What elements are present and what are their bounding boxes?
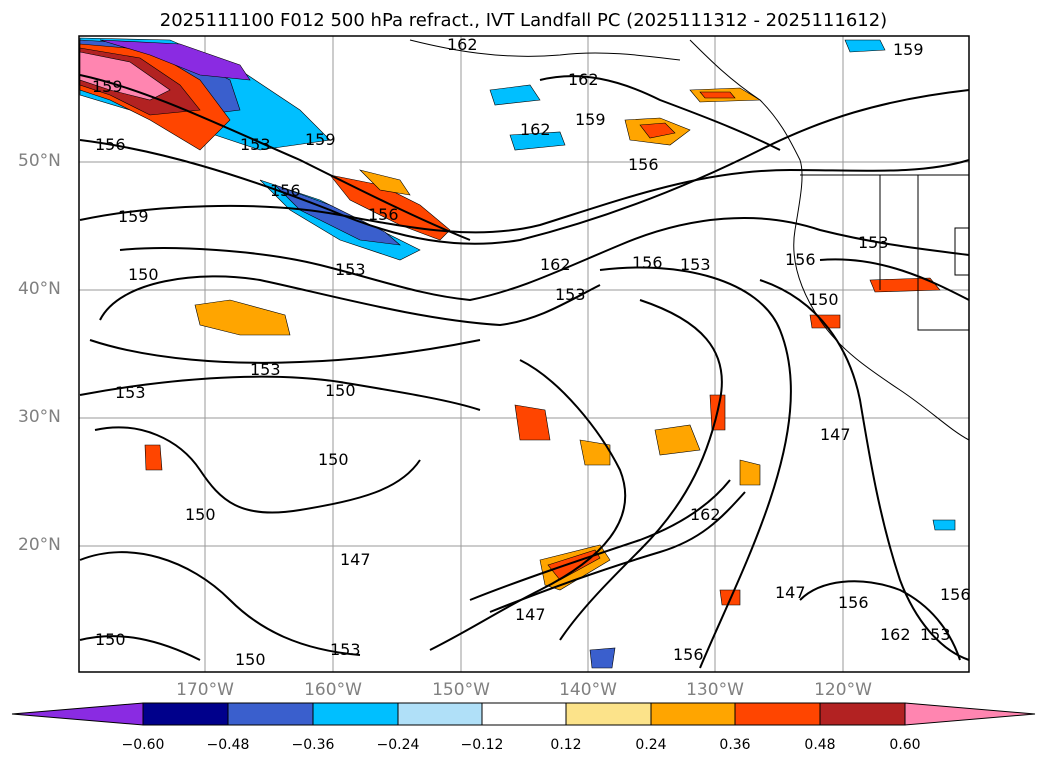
contour-label: 150 bbox=[318, 450, 349, 469]
contour-label: 150 bbox=[808, 290, 839, 309]
lat-label-50n: 50°N bbox=[18, 151, 61, 171]
contour-label: 153 bbox=[680, 255, 711, 274]
plot-border bbox=[78, 35, 970, 673]
contour-label: 156 bbox=[940, 585, 971, 604]
map-title: 2025111100 F012 500 hPa refract., IVT La… bbox=[159, 10, 888, 31]
contour-label: 147 bbox=[775, 583, 806, 602]
contour-label: 150 bbox=[128, 265, 159, 284]
lon-label-130w: 130°W bbox=[686, 680, 744, 700]
lon-label-170w: 170°W bbox=[176, 680, 234, 700]
contour-label: 153 bbox=[858, 233, 889, 252]
lon-label-160w: 160°W bbox=[304, 680, 362, 700]
contour-label: 153 bbox=[335, 260, 366, 279]
contour-label: 150 bbox=[325, 381, 356, 400]
contour-label: 162 bbox=[690, 505, 721, 524]
contour-label: 159 bbox=[575, 110, 606, 129]
contour-label: 153 bbox=[555, 285, 586, 304]
lon-label-150w: 150°W bbox=[432, 680, 490, 700]
contour-label: 156 bbox=[95, 135, 126, 154]
coastlines bbox=[409, 39, 970, 441]
contour-label: 153 bbox=[920, 625, 951, 644]
lat-label-20n: 20°N bbox=[18, 535, 61, 555]
contour-label: 156 bbox=[673, 645, 704, 664]
colorbar-tick: 0.24 bbox=[635, 737, 667, 753]
contour-label: 153 bbox=[330, 640, 361, 659]
contour-label: 156 bbox=[270, 181, 301, 200]
contour-label: 162 bbox=[880, 625, 911, 644]
contour-label: 147 bbox=[340, 550, 371, 569]
contour-label: 150 bbox=[185, 505, 216, 524]
colorbar-tick: −0.48 bbox=[206, 737, 250, 753]
contour-label: 159 bbox=[893, 40, 924, 59]
contour-label: 147 bbox=[820, 425, 851, 444]
contour-label: 162 bbox=[520, 120, 551, 139]
contour-lines bbox=[79, 74, 970, 669]
contour-label: 153 bbox=[250, 360, 281, 379]
colorbar-tick: 0.60 bbox=[889, 737, 921, 753]
contour-label: 153 bbox=[115, 383, 146, 402]
contour-label: 162 bbox=[540, 255, 571, 274]
contour-label-group: 159 156 159 150 156 156 153 153 150 153 … bbox=[92, 35, 971, 669]
colorbar-tick: −0.36 bbox=[291, 737, 335, 753]
contour-label: 150 bbox=[95, 630, 126, 649]
colorbar-tick: 0.36 bbox=[719, 737, 751, 753]
colorbar-tick: −0.12 bbox=[460, 737, 504, 753]
contour-label: 153 bbox=[240, 135, 271, 154]
colorbar-tick: −0.60 bbox=[121, 737, 165, 753]
contour-label: 159 bbox=[305, 130, 336, 149]
lat-label-40n: 40°N bbox=[18, 279, 61, 299]
lat-label-30n: 30°N bbox=[18, 407, 61, 427]
contour-label: 159 bbox=[118, 207, 149, 226]
contour-label: 156 bbox=[838, 593, 869, 612]
colorbar bbox=[11, 702, 1036, 726]
contour-label: 156 bbox=[628, 155, 659, 174]
lon-label-120w: 120°W bbox=[814, 680, 872, 700]
lon-label-140w: 140°W bbox=[559, 680, 617, 700]
contour-label: 147 bbox=[515, 605, 546, 624]
contour-label: 159 bbox=[92, 77, 123, 96]
contour-label: 162 bbox=[568, 70, 599, 89]
colorbar-tick: 0.48 bbox=[804, 737, 836, 753]
colorbar-tick: −0.24 bbox=[376, 737, 420, 753]
contour-label: 150 bbox=[235, 650, 266, 669]
contour-label: 156 bbox=[368, 205, 399, 224]
contour-label: 156 bbox=[632, 253, 663, 272]
contour-label: 156 bbox=[785, 250, 816, 269]
colorbar-tick: 0.12 bbox=[550, 737, 582, 753]
